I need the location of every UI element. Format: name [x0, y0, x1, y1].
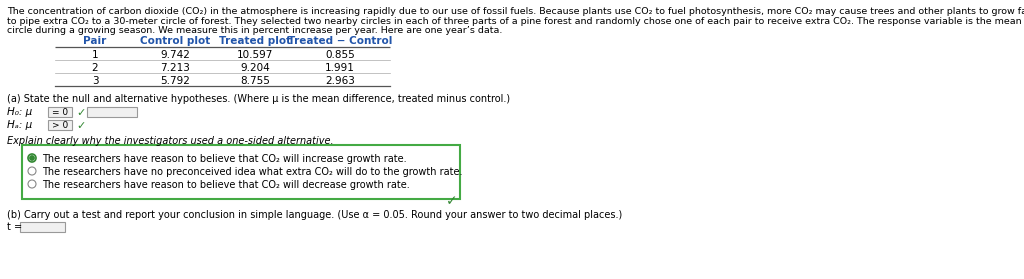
Text: ✓: ✓ [76, 108, 85, 118]
Text: 9.742: 9.742 [160, 50, 189, 60]
Text: circle during a growing season. We measure this in percent increase per year. He: circle during a growing season. We measu… [7, 26, 503, 35]
Text: The researchers have no preconceived idea what extra CO₂ will do to the growth r: The researchers have no preconceived ide… [42, 167, 463, 177]
Text: 2.963: 2.963 [325, 76, 355, 86]
Text: Treated − Control: Treated − Control [288, 36, 392, 46]
Text: 1: 1 [92, 50, 98, 60]
FancyBboxPatch shape [20, 222, 65, 232]
Text: The researchers have reason to believe that CO₂ will increase growth rate.: The researchers have reason to believe t… [42, 154, 407, 164]
Text: 1.991: 1.991 [325, 63, 355, 73]
FancyBboxPatch shape [48, 120, 72, 130]
Text: The researchers have reason to believe that CO₂ will decrease growth rate.: The researchers have reason to believe t… [42, 180, 410, 190]
Text: Pair: Pair [83, 36, 106, 46]
Text: (a) State the null and alternative hypotheses. (Where μ is the mean difference, : (a) State the null and alternative hypot… [7, 94, 510, 104]
FancyBboxPatch shape [87, 107, 137, 117]
Text: = 0: = 0 [52, 108, 68, 117]
Text: Control plot: Control plot [140, 36, 210, 46]
Text: 9.204: 9.204 [240, 63, 270, 73]
Text: 7.213: 7.213 [160, 63, 189, 73]
Text: Treated plot: Treated plot [219, 36, 291, 46]
Text: 0.855: 0.855 [326, 50, 355, 60]
Text: The concentration of carbon dioxide (CO₂) in the atmosphere is increasing rapidl: The concentration of carbon dioxide (CO₂… [7, 7, 1024, 16]
Text: Hₐ: μ: Hₐ: μ [7, 120, 32, 130]
Text: 2: 2 [92, 63, 98, 73]
Text: > 0: > 0 [52, 121, 69, 130]
Circle shape [28, 167, 36, 175]
Text: 5.792: 5.792 [160, 76, 189, 86]
Text: 3: 3 [92, 76, 98, 86]
Text: ✓: ✓ [446, 194, 458, 208]
Text: 10.597: 10.597 [237, 50, 273, 60]
Text: ✓: ✓ [76, 121, 85, 131]
Text: to pipe extra CO₂ to a 30-meter circle of forest. They selected two nearby circl: to pipe extra CO₂ to a 30-meter circle o… [7, 16, 1024, 25]
Text: H₀: μ: H₀: μ [7, 107, 32, 117]
Circle shape [30, 156, 34, 160]
FancyBboxPatch shape [22, 145, 460, 199]
Text: Explain clearly why the investigators used a one-sided alternative.: Explain clearly why the investigators us… [7, 136, 334, 146]
Circle shape [28, 154, 36, 162]
Text: t =: t = [7, 222, 23, 232]
FancyBboxPatch shape [48, 107, 72, 117]
Circle shape [28, 180, 36, 188]
Text: 8.755: 8.755 [240, 76, 270, 86]
Text: (b) Carry out a test and report your conclusion in simple language. (Use α = 0.0: (b) Carry out a test and report your con… [7, 210, 623, 220]
